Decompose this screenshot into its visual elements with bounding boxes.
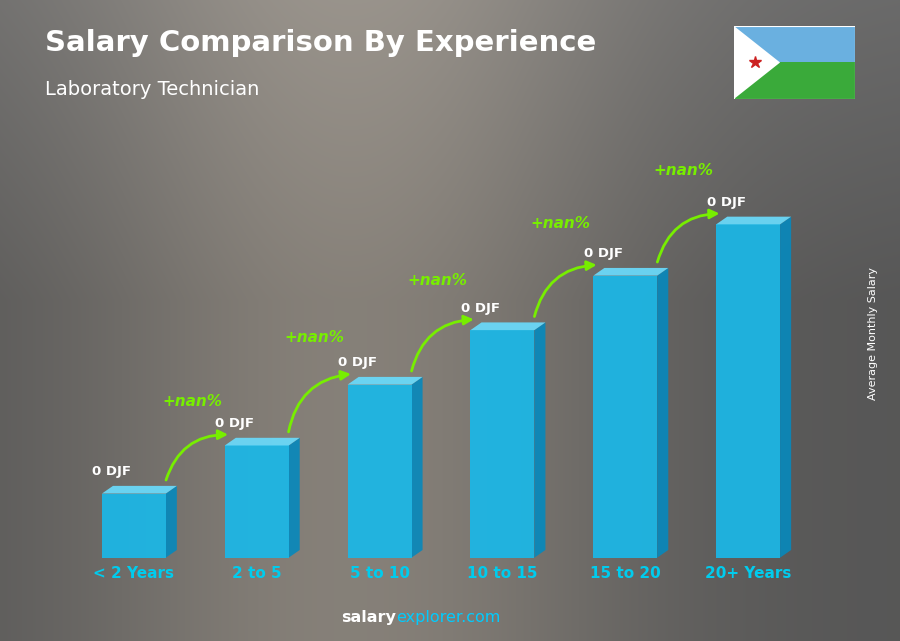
Text: +nan%: +nan% <box>408 274 468 288</box>
Text: Average Monthly Salary: Average Monthly Salary <box>868 267 878 400</box>
Polygon shape <box>471 322 545 330</box>
Bar <box>225 445 289 558</box>
Bar <box>716 224 780 558</box>
Polygon shape <box>102 486 177 494</box>
Polygon shape <box>657 268 669 558</box>
Polygon shape <box>347 377 423 385</box>
Text: +nan%: +nan% <box>284 331 345 345</box>
Polygon shape <box>411 377 423 558</box>
Bar <box>734 26 855 62</box>
Text: 0 DJF: 0 DJF <box>338 356 377 369</box>
Text: 0 DJF: 0 DJF <box>215 417 254 430</box>
Polygon shape <box>225 438 300 445</box>
Text: +nan%: +nan% <box>162 394 222 409</box>
Text: +nan%: +nan% <box>653 163 714 178</box>
Text: +nan%: +nan% <box>530 217 590 231</box>
Bar <box>102 494 166 558</box>
Polygon shape <box>716 217 791 224</box>
Text: explorer.com: explorer.com <box>396 610 500 625</box>
Text: Salary Comparison By Experience: Salary Comparison By Experience <box>45 29 596 57</box>
Polygon shape <box>289 438 300 558</box>
Bar <box>471 330 535 558</box>
Text: 0 DJF: 0 DJF <box>92 465 131 478</box>
Bar <box>593 276 657 558</box>
Bar <box>734 62 855 99</box>
Polygon shape <box>535 322 545 558</box>
Text: salary: salary <box>341 610 396 625</box>
Polygon shape <box>593 268 669 276</box>
Text: Laboratory Technician: Laboratory Technician <box>45 80 259 99</box>
Polygon shape <box>166 486 177 558</box>
Text: 0 DJF: 0 DJF <box>461 302 500 315</box>
Bar <box>347 385 411 558</box>
Polygon shape <box>780 217 791 558</box>
Text: 0 DJF: 0 DJF <box>706 196 745 209</box>
Polygon shape <box>734 26 780 99</box>
Text: 0 DJF: 0 DJF <box>584 247 623 260</box>
